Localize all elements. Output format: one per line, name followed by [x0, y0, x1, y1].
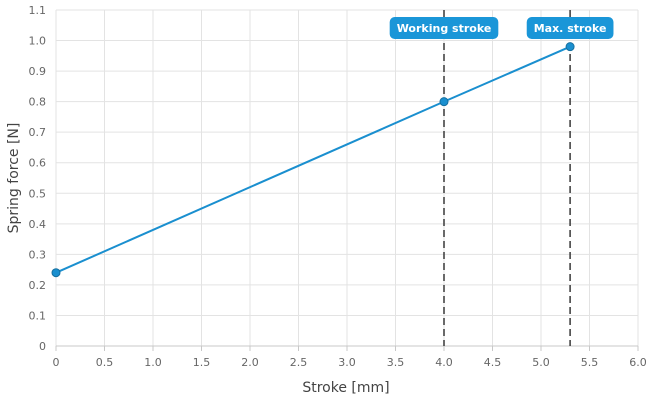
y-tick-label: 0.4 [29, 218, 47, 231]
annotation-box [526, 17, 614, 39]
y-tick-label: 0.3 [29, 248, 47, 261]
x-tick-label: 5.0 [532, 356, 550, 369]
y-tick-label: 0 [39, 340, 46, 353]
y-tick-label: 0.8 [29, 96, 47, 109]
x-tick-label: 2.5 [290, 356, 308, 369]
x-tick-label: 3.0 [338, 356, 356, 369]
y-tick-label: 0.7 [29, 126, 47, 139]
x-tick-label: 5.5 [581, 356, 599, 369]
y-axis-title: Spring force [N] [6, 123, 22, 234]
annotations: Working stroke Max. stroke [389, 17, 614, 39]
x-tick-label: 3.5 [387, 356, 405, 369]
axes: 0 0.5 1.0 1.5 2.0 2.5 3.0 3.5 4.0 4.5 5.0 5.5 6.0 0 0.… [29, 4, 647, 369]
y-tick-label: 0.2 [29, 279, 47, 292]
y-tick-label: 0.5 [29, 187, 47, 200]
annotation-label: Working stroke [397, 22, 492, 35]
x-tick-label: 2.0 [241, 356, 259, 369]
y-tick-label: 1.0 [29, 35, 47, 48]
y-tick-label: 0.9 [29, 65, 47, 78]
data-point [51, 268, 61, 278]
data-point [565, 42, 575, 52]
annotation-badge: Working stroke [389, 17, 499, 39]
series [51, 42, 575, 278]
y-tick-label: 0.6 [29, 157, 47, 170]
x-tick-label: 1.5 [193, 356, 211, 369]
x-tick-label: 0.5 [96, 356, 114, 369]
x-tick-label: 4.0 [435, 356, 453, 369]
grid [55, 9, 639, 347]
data-point [439, 97, 449, 107]
x-tick-label: 4.5 [484, 356, 502, 369]
annotation-box [389, 17, 499, 39]
y-tick-label: 1.1 [29, 4, 47, 17]
x-axis-title: Stroke [mm] [302, 380, 389, 396]
annotation-badge: Max. stroke [526, 17, 614, 39]
reference-lines [443, 10, 571, 346]
x-tick-label: 0 [53, 356, 60, 369]
x-tick-label: 1.0 [144, 356, 162, 369]
x-tick-label: 6.0 [629, 356, 647, 369]
annotation-label: Max. stroke [534, 22, 607, 35]
y-tick-label: 0.1 [29, 309, 47, 322]
